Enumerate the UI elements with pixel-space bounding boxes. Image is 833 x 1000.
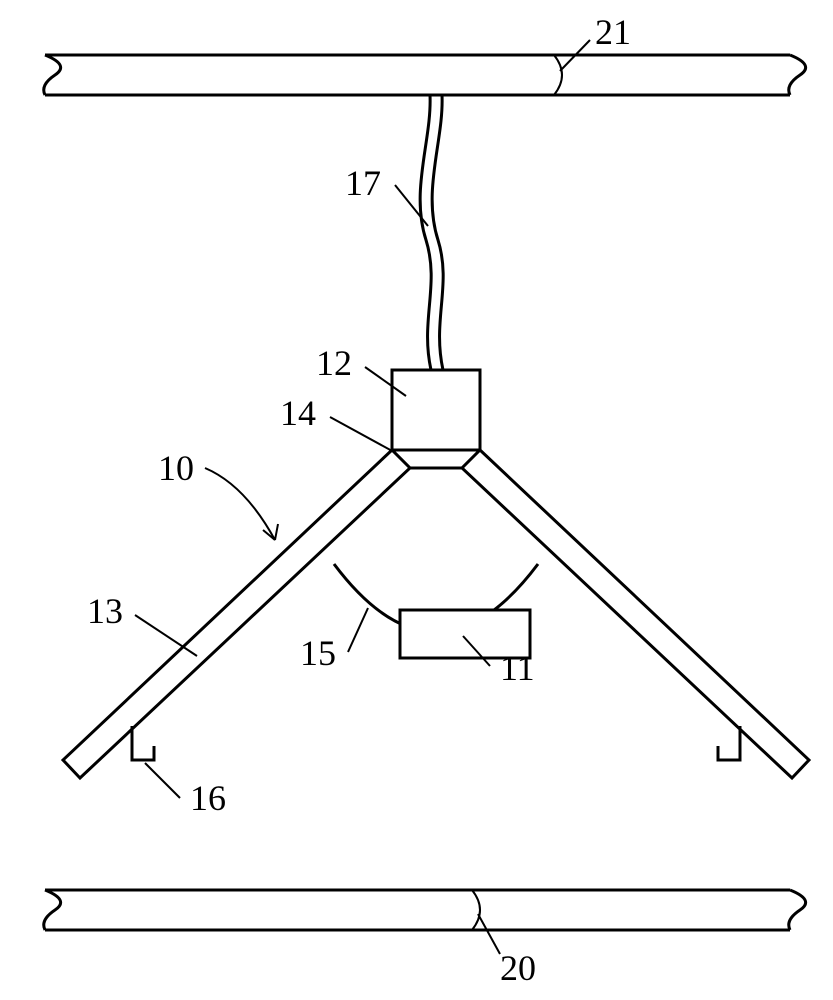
label-17: 17: [345, 163, 381, 203]
box-12: [392, 370, 480, 450]
callout-14: 14: [280, 393, 394, 452]
label-12: 12: [316, 343, 352, 383]
label-14: 14: [280, 393, 316, 433]
label-13: 13: [87, 591, 123, 631]
technical-diagram: 21 17 12 14 10 13 15 11 16: [0, 0, 833, 1000]
top-bar-21: [44, 55, 806, 95]
label-10: 10: [158, 448, 194, 488]
hook-left-16: [132, 726, 154, 760]
hook-right: [718, 726, 740, 760]
label-11: 11: [500, 648, 535, 688]
callout-15: 15: [300, 608, 368, 673]
callout-16: 16: [145, 763, 226, 818]
label-15: 15: [300, 633, 336, 673]
label-21: 21: [595, 12, 631, 52]
label-16: 16: [190, 778, 226, 818]
cord-17: [420, 95, 443, 370]
callout-17: 17: [345, 163, 428, 226]
callout-13: 13: [87, 591, 197, 656]
callout-20: 20: [472, 890, 536, 988]
callout-10: 10: [158, 448, 278, 540]
label-20: 20: [500, 948, 536, 988]
bottom-bar-20: [44, 890, 806, 930]
